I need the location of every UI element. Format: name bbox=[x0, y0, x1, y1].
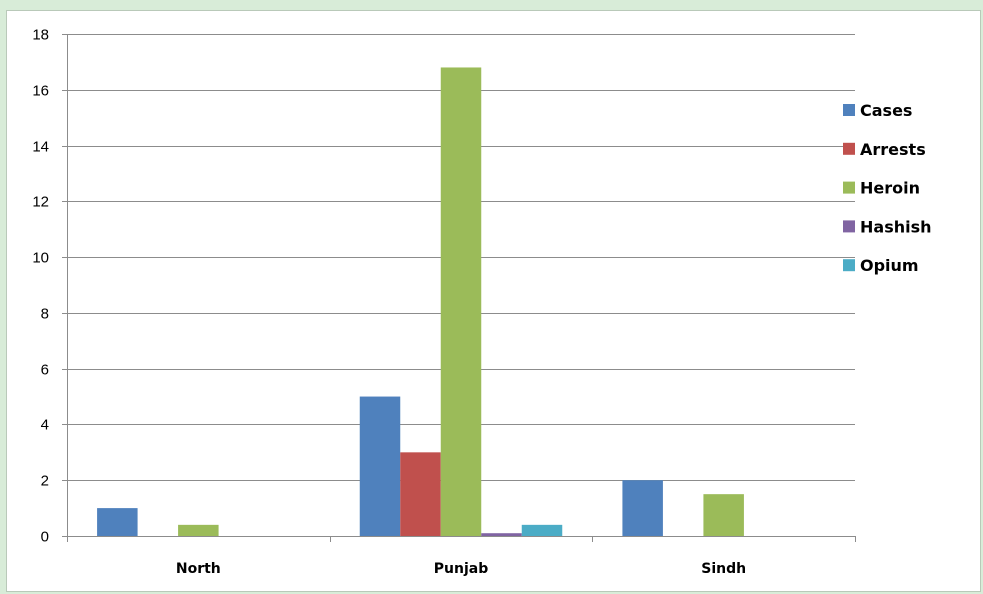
bar-heroin-sindh bbox=[703, 494, 744, 536]
bar-cases-sindh bbox=[622, 480, 663, 536]
x-tick-label-punjab: Punjab bbox=[434, 561, 488, 577]
y-tick-label: 6 bbox=[41, 362, 49, 379]
chart-area bbox=[6, 10, 981, 592]
y-tick-label: 8 bbox=[41, 306, 49, 323]
y-tick-label: 0 bbox=[41, 529, 49, 546]
y-tick-label: 12 bbox=[32, 194, 49, 211]
y-tick-label: 10 bbox=[32, 250, 49, 267]
bar-arrests-punjab bbox=[400, 452, 441, 536]
legend: Cases Arrests Heroin Hashish Opium bbox=[843, 101, 932, 275]
bar-cases-punjab bbox=[359, 396, 401, 536]
bar-heroin-north bbox=[178, 524, 219, 536]
y-tick-label: 4 bbox=[41, 417, 49, 434]
bars bbox=[97, 67, 744, 536]
legend-label-hashish: Hashish bbox=[860, 217, 932, 236]
x-tick-label-north: North bbox=[176, 561, 221, 577]
legend-swatch-opium bbox=[843, 259, 855, 272]
y-tick-label: 16 bbox=[32, 83, 49, 100]
legend-label-arrests: Arrests bbox=[860, 140, 926, 159]
y-tick-label: 14 bbox=[32, 139, 49, 156]
x-tick-label-sindh: Sindh bbox=[701, 561, 746, 577]
legend-swatch-cases bbox=[843, 104, 855, 116]
bar-opium-punjab bbox=[521, 524, 563, 536]
legend-label-cases: Cases bbox=[860, 101, 912, 120]
bar-hashish-punjab bbox=[481, 533, 522, 536]
bar-cases-north bbox=[97, 508, 138, 536]
y-tick-label: 2 bbox=[41, 473, 49, 490]
axes: 0 2 4 6 8 10 12 14 16 18 North Punjab Sindh bbox=[32, 27, 856, 577]
legend-label-opium: Opium bbox=[860, 256, 919, 275]
legend-label-heroin: Heroin bbox=[860, 179, 920, 198]
legend-swatch-arrests bbox=[843, 142, 855, 155]
legend-swatch-hashish bbox=[843, 220, 855, 233]
y-tick-label: 18 bbox=[32, 27, 49, 44]
legend-swatch-heroin bbox=[843, 181, 855, 194]
bar-heroin-punjab bbox=[440, 67, 482, 536]
